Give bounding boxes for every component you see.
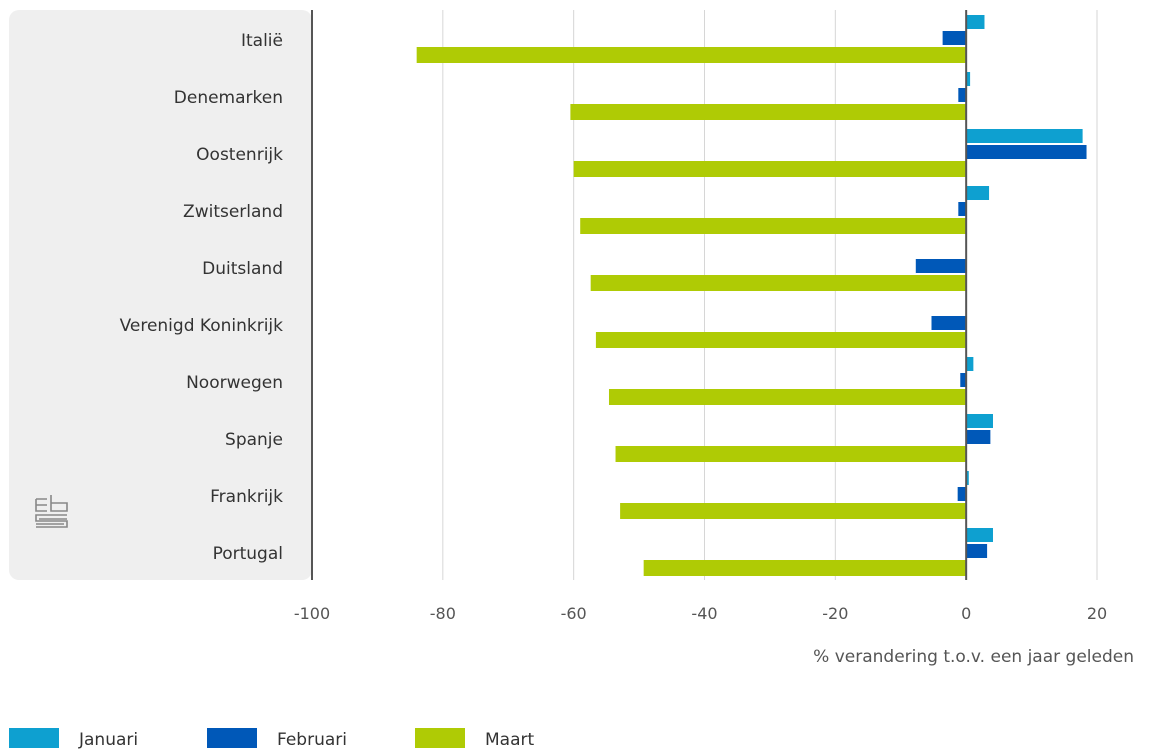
bar-februari xyxy=(958,88,967,102)
bar-maart xyxy=(573,161,967,177)
bar-januari xyxy=(966,15,985,29)
category-panel xyxy=(9,10,312,580)
bar-maart xyxy=(608,389,967,405)
category-label: Italië xyxy=(241,31,283,51)
bar-februari xyxy=(957,487,967,501)
bar-maart xyxy=(416,47,967,63)
legend-label: Februari xyxy=(277,730,347,750)
legend-swatch xyxy=(415,728,465,748)
bar-februari xyxy=(942,31,967,45)
x-tick-label: -100 xyxy=(294,604,330,623)
category-label: Oostenrijk xyxy=(196,145,283,165)
bar-februari xyxy=(931,316,967,330)
bar-februari xyxy=(966,544,988,558)
bar-maart xyxy=(595,332,967,348)
x-tick-label: 20 xyxy=(1087,604,1107,623)
bar-maart xyxy=(590,275,967,291)
category-label: Portugal xyxy=(213,544,283,564)
category-label: Noorwegen xyxy=(186,373,283,393)
bar-februari xyxy=(966,430,991,444)
category-label: Denemarken xyxy=(174,88,283,108)
bar-januari xyxy=(966,72,971,86)
category-labels: Italië Denemarken Oostenrijk Zwitserland Dui… xyxy=(120,31,284,564)
bar-februari xyxy=(960,373,967,387)
gridlines xyxy=(442,10,1098,580)
bar-januari xyxy=(966,357,974,371)
x-tick-label: -60 xyxy=(561,604,587,623)
bar-januari xyxy=(966,186,990,200)
legend-swatch xyxy=(207,728,257,748)
x-tick-label: -40 xyxy=(691,604,717,623)
legend-swatch xyxy=(9,728,59,748)
bar-maart xyxy=(620,503,967,519)
category-label: Verenigd Koninkrijk xyxy=(120,316,284,336)
bar-maart xyxy=(580,218,967,234)
bar-februari xyxy=(966,145,1087,159)
tick-labels: -100 -80 -60 -40 -20 0 20 xyxy=(294,604,1107,623)
category-label: Duitsland xyxy=(202,259,283,279)
bar-januari xyxy=(966,528,993,542)
x-tick-label: 0 xyxy=(961,604,971,623)
bar-maart xyxy=(615,446,967,462)
bar-januari xyxy=(966,129,1083,143)
x-tick-label: -80 xyxy=(430,604,456,623)
bar-maart xyxy=(643,560,967,576)
category-label: Zwitserland xyxy=(183,202,283,222)
category-label: Frankrijk xyxy=(210,487,283,507)
bar-januari xyxy=(966,471,969,485)
bar-januari xyxy=(966,414,993,428)
bar-februari xyxy=(915,259,967,273)
bar-maart xyxy=(570,104,967,120)
legend: Januari Februari Maart xyxy=(9,728,534,750)
x-axis-title: % verandering t.o.v. een jaar geleden xyxy=(813,647,1134,667)
category-label: Spanje xyxy=(225,430,283,450)
legend-label: Januari xyxy=(78,730,138,750)
cbs-logo-icon xyxy=(35,495,68,528)
bar-februari xyxy=(958,202,967,216)
legend-label: Maart xyxy=(485,730,534,750)
bars xyxy=(416,15,1087,576)
x-tick-label: -20 xyxy=(822,604,848,623)
